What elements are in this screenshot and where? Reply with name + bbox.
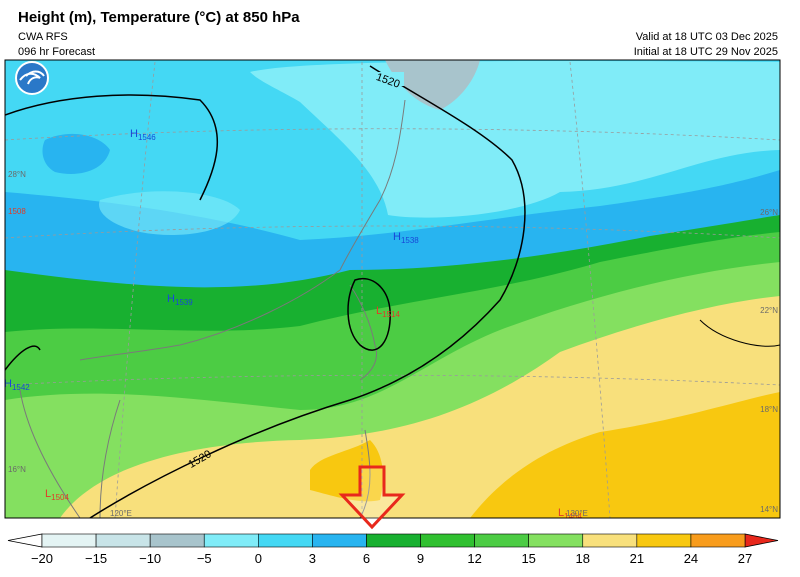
high-center: H1542 <box>4 378 30 392</box>
latitude-label: 18°N <box>760 405 778 414</box>
latitude-label: 28°N <box>8 170 26 179</box>
longitude-label: 120°E <box>110 509 132 518</box>
longitude-label: 130°E <box>566 509 588 518</box>
coastlines <box>19 99 406 518</box>
low-center: L1514 <box>376 305 400 319</box>
agency-logo <box>15 61 49 95</box>
initial-time: Initial at 18 UTC 29 Nov 2025 <box>634 46 778 58</box>
coastline <box>349 284 377 381</box>
map-frame <box>4 59 781 519</box>
colorbar-label: 21 <box>630 551 644 566</box>
temp-blob-21 <box>310 440 383 502</box>
height-contours <box>5 65 780 518</box>
colorbar-segment <box>474 533 529 548</box>
colorbar: −20 −15 −10 −5 0 3 6 9 12 15 18 21 24 27 <box>7 533 779 566</box>
low-center: L1464 <box>558 507 582 521</box>
logo-mark <box>19 70 45 85</box>
contour-line <box>89 65 526 518</box>
colorbar-label: −15 <box>85 551 107 566</box>
colorbar-segment <box>149 533 205 548</box>
colorbar-segment <box>366 533 421 548</box>
colorbar-label: 24 <box>684 551 698 566</box>
contour-line <box>699 319 780 347</box>
colorbar-segment <box>203 533 259 548</box>
graticule <box>5 61 780 518</box>
coastline <box>339 99 406 271</box>
temp-blob-minus5 <box>99 191 241 236</box>
contour-line <box>5 94 218 201</box>
longitude-line <box>569 61 611 518</box>
colorbar-over <box>744 533 779 548</box>
colorbar-segment <box>636 533 692 548</box>
colorbar-segment <box>95 533 151 548</box>
contour-line <box>347 277 391 351</box>
coastline <box>19 389 81 518</box>
colorbar-label: −5 <box>197 551 212 566</box>
high-center: H1539 <box>167 293 193 307</box>
colorbar-under <box>7 533 43 548</box>
longitude-line <box>114 61 156 518</box>
colorbar-label: 3 <box>309 551 316 566</box>
contour-label-bg <box>372 72 404 86</box>
temp-band-minus10 <box>385 60 480 110</box>
colorbar-segment <box>582 533 638 548</box>
colorbar-label: −10 <box>139 551 161 566</box>
highlight-arrow <box>338 465 406 530</box>
colorbar-label: 15 <box>521 551 535 566</box>
latitude-label: 22°N <box>760 306 778 315</box>
valid-time: Valid at 18 UTC 03 Dec 2025 <box>636 31 778 43</box>
colorbar-segment <box>420 533 475 548</box>
latitude-label: 14°N <box>760 505 778 514</box>
contour-line <box>5 345 41 371</box>
colorbar-segment <box>258 533 313 548</box>
low-center-value: 1508 <box>8 207 26 216</box>
coastline <box>99 399 121 518</box>
colorbar-segment <box>41 533 97 548</box>
colorbar-segment <box>690 533 746 548</box>
map-title: Height (m), Temperature (°C) at 850 hPa <box>18 9 300 26</box>
colorbar-label: 6 <box>363 551 370 566</box>
high-center: H1538 <box>393 231 419 245</box>
low-center: L1504 <box>45 488 69 502</box>
temp-blob-3 <box>42 133 110 174</box>
high-center: H1546 <box>130 128 156 142</box>
coastline <box>79 269 341 361</box>
colorbar-label: 9 <box>417 551 424 566</box>
map: 1520 1520 H1546 H1538 H1539 H1542 L1514 … <box>4 60 780 521</box>
forecast-hour: 096 hr Forecast <box>18 46 95 58</box>
colorbar-label: 0 <box>255 551 262 566</box>
colorbar-label: −20 <box>31 551 53 566</box>
coastline <box>359 429 371 518</box>
colorbar-segment <box>528 533 584 548</box>
latitude-label: 16°N <box>8 465 26 474</box>
temp-band-minus5 <box>250 61 780 218</box>
colorbar-label: 27 <box>738 551 752 566</box>
colorbar-segment <box>312 533 367 548</box>
colorbar-label: 18 <box>576 551 590 566</box>
colorbar-label: 12 <box>467 551 481 566</box>
model-name: CWA RFS <box>18 31 68 43</box>
latitude-label: 26°N <box>760 208 778 217</box>
